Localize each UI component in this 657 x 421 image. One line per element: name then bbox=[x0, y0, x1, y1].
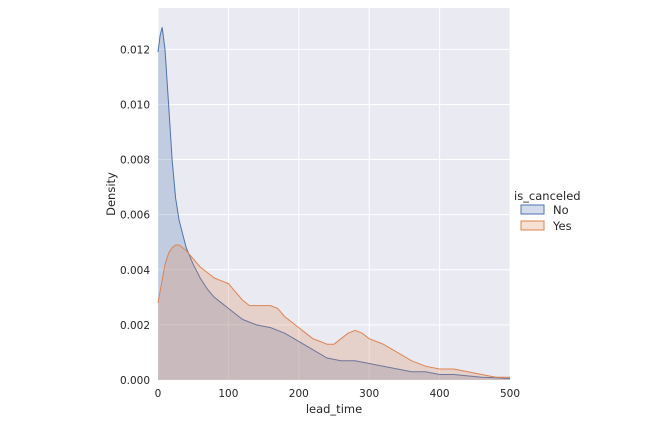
x-tick-label: 100 bbox=[218, 388, 238, 400]
y-tick-label: 0.000 bbox=[120, 375, 150, 387]
series-line-yes bbox=[157, 244, 510, 378]
legend-label-yes: Yes bbox=[552, 219, 572, 233]
legend: is_canceled No Yes bbox=[514, 189, 581, 233]
x-tick-label: 200 bbox=[289, 388, 309, 400]
series-line-no bbox=[157, 27, 511, 380]
x-tick-label: 0 bbox=[155, 388, 162, 400]
y-tick-label: 0.004 bbox=[120, 265, 150, 277]
legend-title: is_canceled bbox=[514, 189, 581, 203]
series-layer bbox=[157, 27, 511, 381]
y-tick-label: 0.008 bbox=[120, 155, 150, 167]
legend-swatch-yes bbox=[520, 220, 545, 231]
y-tick-label: 0.006 bbox=[120, 210, 150, 222]
y-tick-label: 0.010 bbox=[120, 99, 150, 111]
series-area-yes bbox=[158, 245, 510, 380]
grid-lines bbox=[157, 8, 511, 381]
plot-background bbox=[158, 8, 510, 380]
x-axis-ticks: 0 100 200 300 400 500 bbox=[155, 388, 520, 400]
series-area-no bbox=[158, 27, 510, 381]
legend-swatch-no bbox=[520, 204, 545, 215]
x-tick-label: 400 bbox=[430, 388, 450, 400]
x-axis-label: lead_time bbox=[306, 402, 362, 416]
x-tick-label: 300 bbox=[359, 388, 379, 400]
x-tick-label: 500 bbox=[500, 388, 520, 400]
legend-label-no: No bbox=[553, 203, 569, 217]
y-tick-label: 0.002 bbox=[120, 320, 150, 332]
y-axis-ticks: 0.000 0.002 0.004 0.006 0.008 0.010 0.012 bbox=[120, 44, 150, 387]
y-axis-label: Density bbox=[104, 172, 118, 216]
y-tick-label: 0.012 bbox=[120, 44, 150, 56]
